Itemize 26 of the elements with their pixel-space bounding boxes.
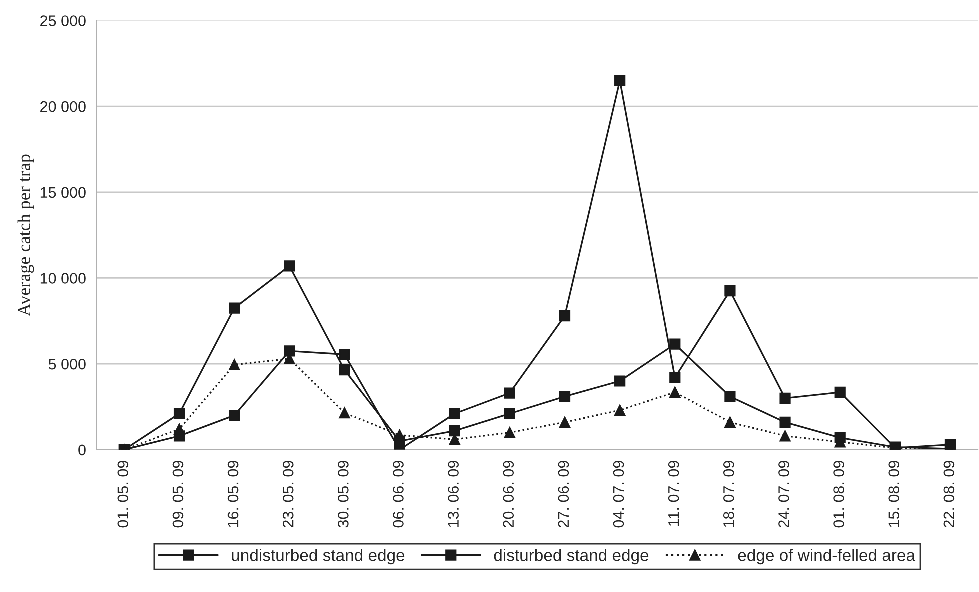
x-tick-label: 11. 07. 09 [668,461,680,526]
x-tick-label: 27. 06. 09 [558,461,570,528]
x-tick-label: 15. 08. 09 [888,461,900,528]
x-tick-label: 04. 07. 09 [613,461,624,528]
legend-label: undisturbed stand edge [232,549,405,565]
x-tick-label: 24. 07. 09 [778,461,790,528]
x-tick-label: 09. 05. 09 [172,461,184,528]
y-tick-label: 10 000 [40,273,86,284]
x-tick-label: 13. 06. 09 [448,461,459,528]
x-tick-label: 20. 06. 09 [503,461,514,528]
x-tick-label: 23. 05. 09 [282,461,294,528]
y-tick-label: 20 000 [40,101,86,112]
x-tick-label: 16. 05. 09 [228,461,239,528]
x-tick-label: 22. 08. 09 [944,461,955,528]
x-tick-label: 06. 06. 09 [393,461,404,528]
x-tick-label: 18. 07. 09 [723,461,734,528]
y-tick-label: 15 000 [40,187,86,198]
y-tick-label: 0 [78,444,86,456]
x-tick-label: 01. 08. 09 [834,461,844,528]
x-tick-label: 01. 05. 09 [118,461,129,528]
legend-label: disturbed stand edge [494,549,649,565]
y-axis-title: Average catch per trap [18,154,34,316]
y-tick-label: 25 000 [40,16,86,26]
x-tick-label: 30. 05. 09 [338,461,349,528]
legend-label: edge of wind-felled area [738,549,916,565]
y-tick-label: 5 000 [48,358,86,370]
